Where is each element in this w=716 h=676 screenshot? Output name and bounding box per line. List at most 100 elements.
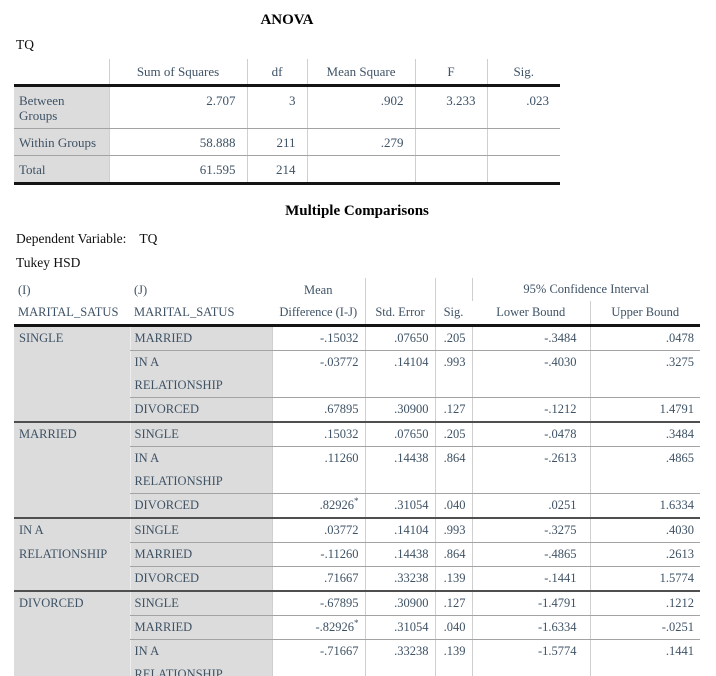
comparison-target-line1: IN A: [134, 451, 160, 465]
comparison-target-line2: RELATIONSHIP: [134, 667, 223, 676]
cell-upper-bound: .1212: [589, 590, 700, 616]
mc-header-mean-line2: Difference (I-J): [279, 304, 358, 319]
comparison-target: SINGLE: [129, 421, 272, 447]
mc-header-j: (J) MARITAL_SATUS: [130, 278, 272, 327]
comparison-target: MARRIED: [129, 615, 272, 640]
comparison-row: MARRIED -.11260 .14438 .864 -.4865 .2613: [14, 542, 700, 567]
cell-sig: .127: [434, 397, 472, 423]
cell-mean-difference: .71667: [271, 566, 365, 592]
dependent-variable-line: Dependent Variable: TQ: [16, 231, 700, 247]
comparison-target-line2: RELATIONSHIP: [134, 474, 223, 488]
anova-cell-f: 3.233: [414, 85, 487, 129]
cell-lower-bound: -.2613: [471, 446, 590, 494]
group-label-divorced: DIVORCED: [14, 590, 130, 676]
comparison-row: IN A RELATIONSHIP .11260 .14438 .864 -.2…: [14, 446, 700, 494]
anova-cell-f: [414, 155, 487, 185]
cell-sig: .205: [434, 421, 472, 447]
anova-cell-f: [414, 128, 487, 156]
cell-std-error: .33238: [364, 639, 435, 676]
multiple-comparisons-title: Multiple Comparisons: [285, 203, 429, 219]
comparison-target: DIVORCED: [129, 397, 272, 423]
comparison-target: DIVORCED: [129, 566, 272, 592]
anova-row-label: Total: [14, 155, 109, 185]
cell-std-error: .07650: [364, 325, 435, 351]
significance-asterisk: *: [354, 617, 359, 628]
cell-upper-bound: .3275: [589, 350, 700, 398]
anova-title: ANOVA: [260, 12, 314, 28]
anova-section: ANOVA TQ Sum of Squares df Mean Square F…: [14, 0, 560, 185]
cell-std-error: .07650: [364, 421, 435, 447]
comparison-target: MARRIED: [129, 325, 272, 351]
cell-lower-bound: .0251: [471, 493, 590, 519]
cell-upper-bound: .4865: [589, 446, 700, 494]
anova-cell-sig: [486, 155, 560, 185]
anova-row-label: Between Groups: [14, 85, 109, 129]
group-label-in-a-relationship: IN A RELATIONSHIP: [14, 517, 130, 591]
mc-header-j-line2: MARITAL_SATUS: [134, 304, 235, 319]
anova-row-between-groups: Between Groups 2.707 3 .902 3.233 .023: [14, 85, 560, 129]
cell-sig: .864: [434, 542, 472, 567]
cell-mean-difference: -.11260: [271, 542, 365, 567]
comparison-row: IN A RELATIONSHIP -.71667 .33238 .139 -1…: [14, 639, 700, 676]
comparison-row: SINGLE MARRIED -.15032 .07650 .205 -.348…: [14, 325, 700, 422]
cell-sig: .205: [434, 325, 472, 351]
cell-upper-bound: .1441: [589, 639, 700, 676]
mc-header-confidence-interval: 95% Confidence Interval: [471, 278, 700, 301]
group-label-line2: RELATIONSHIP: [19, 547, 108, 561]
cell-lower-bound: -.0478: [471, 421, 590, 447]
mc-header-std-error: Std. Error: [364, 278, 435, 327]
cell-lower-bound: -.3484: [471, 325, 590, 351]
anova-cell-sum-of-squares: 58.888: [108, 128, 247, 156]
anova-cell-sum-of-squares: 61.595: [108, 155, 247, 185]
cell-mean-difference: .15032: [271, 421, 365, 447]
anova-header-empty: [14, 59, 109, 87]
mc-header-i-line2: MARITAL_SATUS: [18, 304, 119, 319]
anova-cell-mean-square: .279: [306, 128, 415, 156]
cell-sig: .127: [434, 590, 472, 616]
anova-variable-label: TQ: [16, 37, 34, 52]
comparison-target-line2: RELATIONSHIP: [134, 378, 223, 392]
anova-row-total: Total 61.595 214: [14, 155, 560, 185]
cell-sig: .139: [434, 566, 472, 592]
cell-std-error: .31054: [364, 615, 435, 640]
cell-upper-bound: .2613: [589, 542, 700, 567]
comparison-target: MARRIED: [129, 542, 272, 567]
cell-mean-difference: .67895: [271, 397, 365, 423]
comparison-row: MARRIED -.82926* .31054 .040 -1.6334 -.0…: [14, 615, 700, 640]
mean-difference-value: -.82926: [315, 620, 354, 634]
anova-table: Sum of Squares df Mean Square F Sig. Bet…: [14, 59, 560, 185]
comparison-row: DIVORCED SINGLE -.67895 .30900 .127 -1.4…: [14, 590, 700, 676]
cell-lower-bound: -1.4791: [471, 590, 590, 616]
anova-cell-sig: .023: [486, 85, 560, 129]
mc-header-i-line1: (I): [18, 282, 31, 297]
anova-header-mean-square: Mean Square: [306, 59, 415, 87]
cell-std-error: .30900: [364, 590, 435, 616]
cell-sig: .993: [434, 350, 472, 398]
cell-mean-difference: -.67895: [271, 590, 365, 616]
comparison-row: IN A RELATIONSHIP SINGLE .03772 .14104 .…: [14, 517, 700, 591]
cell-mean-difference: -.71667: [271, 639, 365, 676]
anova-header-sum-of-squares: Sum of Squares: [108, 59, 247, 87]
anova-header-f: F: [414, 59, 487, 87]
mc-header-row-2: Lower Bound Upper Bound: [14, 301, 700, 327]
mc-header-j-line1: (J): [134, 282, 148, 297]
mc-header-row-1: (I) MARITAL_SATUS (J) MARITAL_SATUS Mean…: [14, 278, 700, 327]
cell-mean-difference: -.15032: [271, 325, 365, 351]
cell-lower-bound: -.1212: [471, 397, 590, 423]
comparison-target: IN A RELATIONSHIP: [129, 446, 272, 494]
dependent-variable-value: TQ: [139, 231, 158, 246]
cell-sig: .993: [434, 517, 472, 543]
anova-row-within-groups: Within Groups 58.888 211 .279: [14, 128, 560, 156]
anova-cell-mean-square: [306, 155, 415, 185]
anova-cell-df: 211: [246, 128, 307, 156]
cell-lower-bound: -.3275: [471, 517, 590, 543]
mc-header-upper-bound: Upper Bound: [589, 301, 700, 327]
cell-std-error: .33238: [364, 566, 435, 592]
cell-upper-bound: 1.4791: [589, 397, 700, 423]
cell-std-error: .31054: [364, 493, 435, 519]
anova-cell-df: 3: [246, 85, 307, 129]
cell-upper-bound: .3484: [589, 421, 700, 447]
mc-header-mean-difference: Mean Difference (I-J): [272, 278, 365, 327]
mc-header-mean-line1: Mean: [304, 282, 333, 297]
